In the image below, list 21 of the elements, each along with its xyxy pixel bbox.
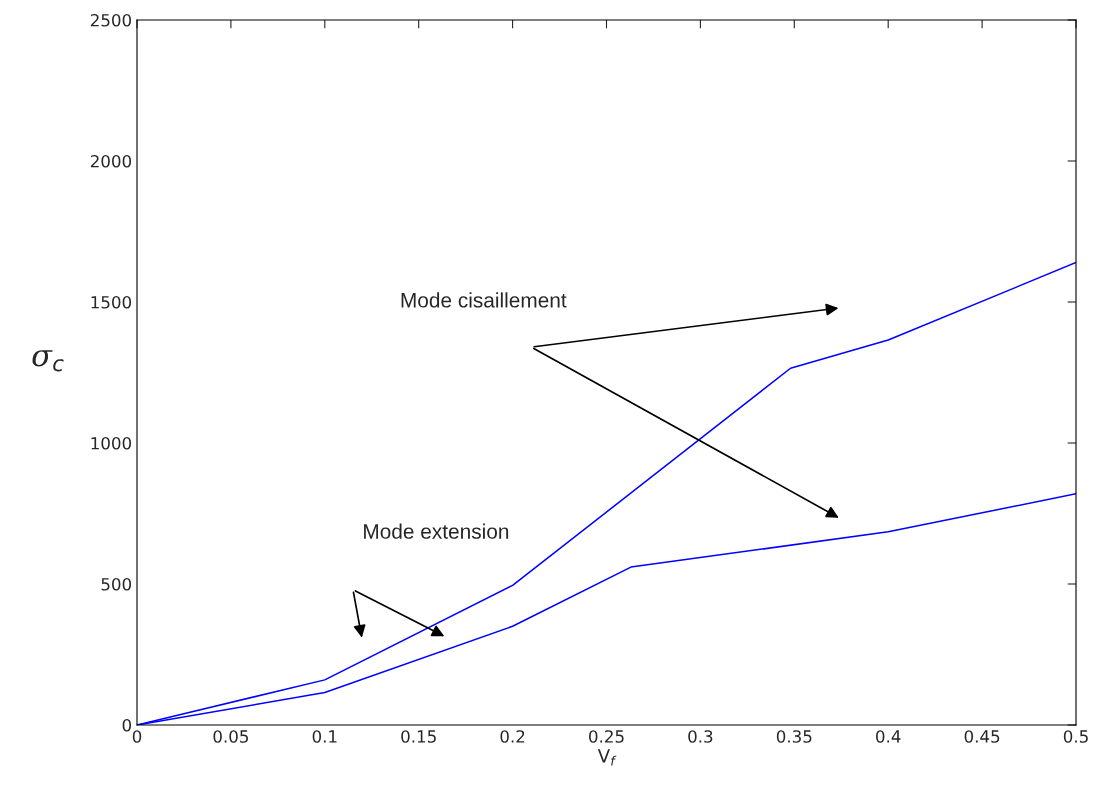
annotation: Mode cisaillement <box>401 292 567 308</box>
x-tick-label: 0.35 <box>776 730 812 743</box>
y-axis-title: σ$_{c}$ <box>32 350 64 372</box>
x-tick-label: 0.2 <box>500 730 525 743</box>
x-tick-label: 0.15 <box>401 730 436 743</box>
y-tick-label: 1500 <box>91 295 132 309</box>
annotation: Mode extension <box>364 523 509 539</box>
x-tick-label: 0.3 <box>688 730 713 743</box>
x-tick-label: 0.4 <box>876 730 901 743</box>
x-tick-label: 0.5 <box>1063 730 1088 743</box>
x-tick-label: 0.25 <box>589 730 624 743</box>
x-axis-title: V$_{f}$ <box>597 749 617 766</box>
y-tick-label: 2500 <box>90 13 132 27</box>
y-tick-label: 2000 <box>90 154 132 168</box>
y-tick-label: 0 <box>122 718 132 732</box>
x-tick-label: 0.1 <box>312 730 337 743</box>
x-tick-label: 0.05 <box>213 730 248 743</box>
x-tick-label: 0 <box>132 730 142 743</box>
y-tick-label: 500 <box>101 577 132 591</box>
y-tick-label: 1000 <box>91 436 132 450</box>
x-tick-label: 0.45 <box>964 730 1000 743</box>
